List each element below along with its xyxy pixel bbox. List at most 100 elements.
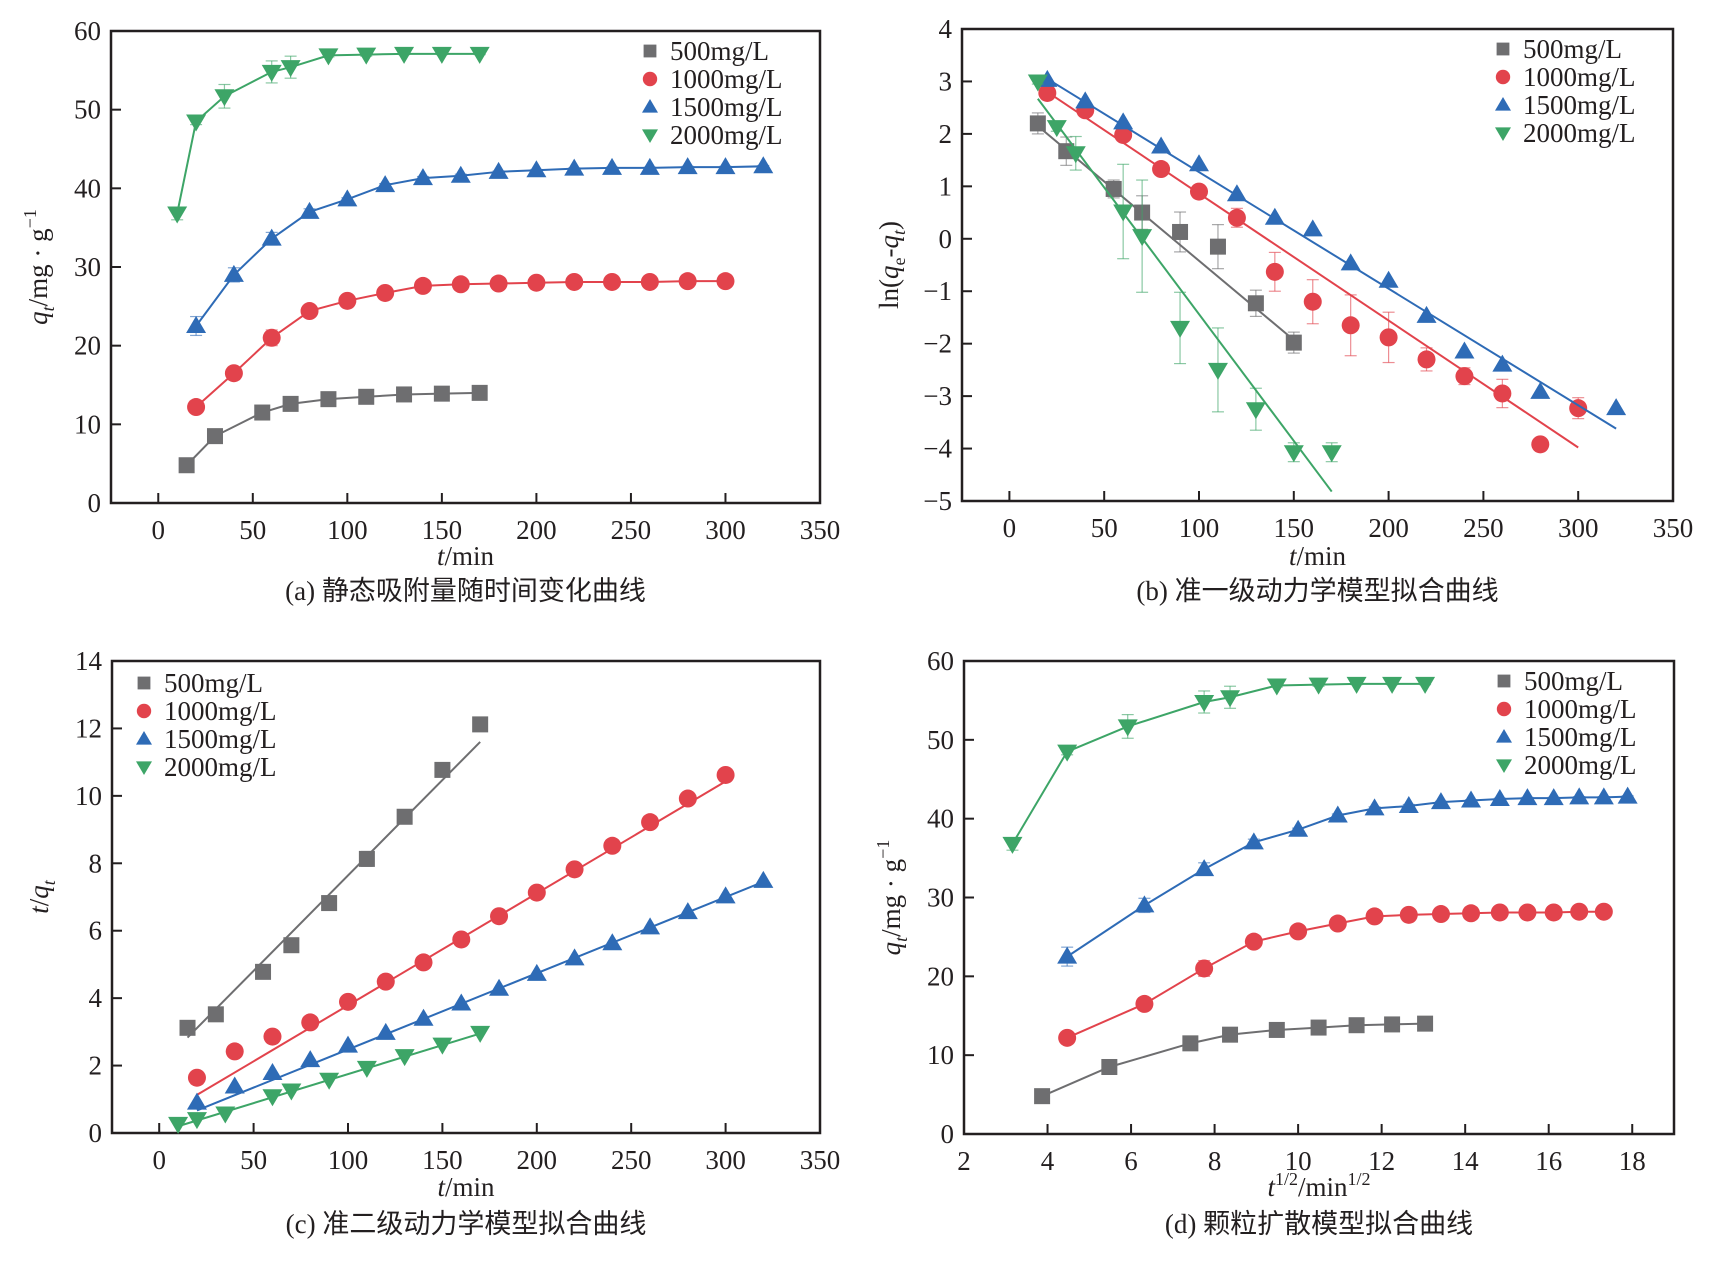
data-point — [1417, 1015, 1434, 1032]
legend-label: 1000mg/L — [1523, 62, 1636, 92]
x-tick-label: 10 — [1285, 1146, 1312, 1176]
data-point — [283, 937, 300, 954]
data-point — [431, 46, 452, 64]
data-point — [1461, 790, 1482, 808]
y-axis-label: qt/mg · g−1 — [873, 840, 911, 956]
data-point — [489, 274, 508, 293]
data-point — [215, 1106, 236, 1124]
data-point — [490, 907, 509, 926]
data-point — [356, 47, 377, 65]
data-point — [396, 386, 413, 403]
fit-line — [196, 880, 764, 1112]
data-point — [320, 391, 337, 408]
series-2000mg-L — [1002, 676, 1436, 854]
x-tick-label: 100 — [327, 515, 368, 545]
legend-marker — [1495, 127, 1511, 141]
data-point — [1431, 905, 1450, 924]
data-point — [358, 388, 375, 405]
data-point — [1034, 1088, 1051, 1105]
y-tick-label: 20 — [927, 961, 954, 991]
data-point — [450, 165, 471, 183]
data-point — [1057, 946, 1078, 964]
series-1000mg-L — [187, 765, 735, 1096]
data-point — [1570, 902, 1589, 921]
data-point — [186, 316, 207, 333]
data-point — [337, 189, 358, 207]
data-point — [639, 157, 660, 175]
data-point — [300, 302, 319, 321]
y-tick-label: 6 — [89, 916, 103, 946]
series-line — [1066, 795, 1628, 958]
data-point — [1243, 832, 1264, 850]
legend-label: 1000mg/L — [164, 696, 277, 726]
data-point — [376, 972, 395, 991]
data-point — [1220, 690, 1241, 708]
data-point — [338, 1035, 358, 1053]
x-tick-label: 6 — [1124, 1146, 1138, 1176]
fit-line — [1037, 98, 1333, 493]
plot-frame — [110, 659, 822, 1135]
data-point — [186, 1112, 207, 1130]
data-point — [167, 206, 188, 224]
x-tick-label: 50 — [239, 515, 266, 545]
data-point — [1288, 819, 1309, 837]
data-point — [716, 765, 735, 784]
y-axis-label: t/qt — [24, 879, 59, 914]
data-point — [602, 933, 623, 951]
data-point — [715, 886, 736, 904]
y-tick-label: 60 — [74, 16, 101, 46]
legend-marker — [1495, 69, 1511, 85]
data-point — [1364, 798, 1385, 816]
chart-panel-c: 0 50 100 150 200 250 300 350 0 2 4 6 8 10 12 14 t/min t/q… — [24, 646, 840, 1239]
data-point — [1065, 146, 1086, 164]
x-tick-label: 350 — [800, 515, 841, 545]
data-point — [1227, 208, 1246, 227]
legend-marker — [643, 44, 657, 58]
data-point — [1543, 788, 1564, 806]
panel-caption: (c) 准二级动力学模型拟合曲线 — [286, 1209, 647, 1239]
y-tick-label: 50 — [927, 725, 954, 755]
data-point — [753, 870, 774, 888]
data-point — [1027, 74, 1048, 92]
legend-label: 1500mg/L — [670, 92, 783, 122]
data-point — [1209, 238, 1226, 255]
legend-marker — [137, 676, 151, 690]
data-point — [1170, 320, 1191, 338]
panel-caption: (a) 静态吸附量随时间变化曲线 — [285, 576, 646, 606]
data-point — [262, 328, 281, 347]
data-point — [214, 89, 235, 107]
data-point — [1058, 1028, 1077, 1047]
data-point — [472, 716, 489, 733]
data-point — [1617, 786, 1638, 804]
data-point — [1002, 836, 1023, 854]
legend-marker — [136, 761, 152, 775]
data-point — [358, 850, 375, 867]
data-point — [678, 789, 697, 808]
x-tick-label: 200 — [1368, 513, 1409, 543]
y-tick-label: 30 — [74, 252, 101, 282]
data-point — [1266, 678, 1287, 696]
x-tick-label: 0 — [152, 515, 166, 545]
legend-label: 500mg/L — [164, 668, 263, 698]
data-point — [178, 457, 195, 474]
series-1500mg-L — [186, 870, 774, 1112]
data-point — [1190, 182, 1208, 201]
series-1500mg-L — [1037, 69, 1627, 430]
series-2000mg-L — [1027, 74, 1342, 493]
data-point — [1310, 1019, 1327, 1036]
data-point — [526, 963, 547, 981]
data-point — [470, 1025, 491, 1043]
data-point — [168, 1116, 189, 1134]
plot-frame — [960, 27, 1675, 503]
data-point — [1247, 295, 1264, 312]
data-point — [413, 1008, 434, 1026]
data-point — [1382, 676, 1403, 694]
data-point — [1492, 354, 1513, 372]
data-point — [451, 993, 472, 1011]
data-point — [376, 283, 395, 302]
data-point — [1195, 959, 1214, 978]
legend-label: 1000mg/L — [670, 64, 783, 94]
data-point — [394, 1049, 415, 1067]
data-point — [1462, 904, 1481, 923]
data-point — [564, 948, 585, 966]
